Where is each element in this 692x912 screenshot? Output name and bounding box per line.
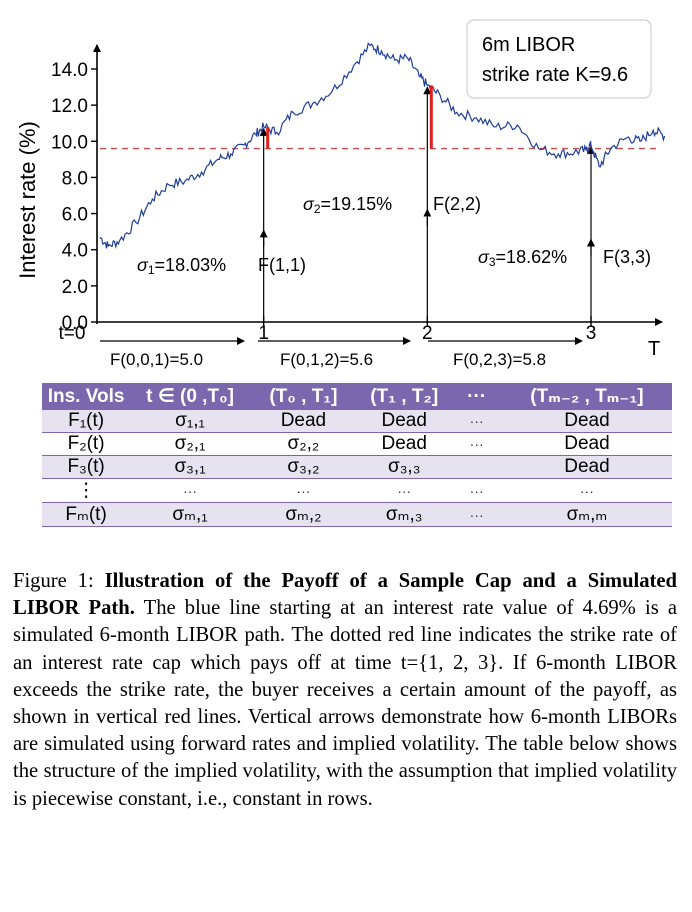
x-tick-label: 1: [258, 323, 269, 344]
y-tick-label: 12.0: [51, 96, 88, 117]
table-cell: σ₁,₁: [130, 409, 250, 433]
sigma-sub-1: 1: [148, 263, 155, 277]
vol-annotation-2: σ2=19.15% F(2,2): [303, 194, 481, 216]
sigma-value-1: =18.03%: [155, 255, 227, 275]
table-row: F₃(t) σ₃,₁ σ₃,₂ σ₃,₃ Dead: [42, 455, 672, 479]
x-tick-label: 2: [422, 323, 433, 344]
x-tick-label: t=0: [59, 323, 86, 344]
header-interval-1: (T₀ , T₁]: [249, 383, 357, 410]
figure-caption: Figure 1: Illustration of the Payoff of …: [13, 568, 677, 813]
header-ellipsis: ···: [451, 383, 502, 410]
vol-annotation-1: σ1=18.03% F(1,1): [137, 255, 306, 277]
forward-label-3: F(3,3): [603, 247, 651, 267]
legend-box: 6m LIBOR strike rate K=9.6: [466, 19, 652, 99]
libor-path: [99, 42, 666, 250]
libor-chart: Interest rate (%) T 0.0 2.0 4.0 6.0 8.0 10.0 1…: [15, 19, 666, 369]
forward-rate-label-1: F(0,0,1)=5.0: [110, 350, 203, 369]
table-cell: σ₃,₃: [356, 455, 452, 479]
table-cell: σₘ,₂: [249, 502, 357, 527]
table-cell: ···: [249, 478, 357, 503]
y-tick-label: 0.0: [62, 313, 88, 334]
svg-text:σ1=18.03%: σ1=18.03%: [137, 255, 226, 277]
table-cell: σ₂,₂: [249, 432, 357, 456]
y-tick-label: 4.0: [62, 241, 88, 262]
sigma-value-2: =19.15%: [321, 194, 393, 214]
table-cell: ···: [451, 502, 502, 527]
table-cell: Fₘ(t): [42, 502, 131, 527]
x-tick-label: 3: [586, 323, 597, 344]
legend-line-1: 6m LIBOR: [482, 34, 575, 56]
table-cell: Dead: [249, 409, 357, 433]
table-cell: ···: [451, 409, 502, 433]
y-tick-label: 14.0: [51, 60, 88, 81]
y-tick-label: 6.0: [62, 205, 88, 226]
caption-prefix: Figure 1:: [13, 570, 105, 592]
table-cell: σ₃,₂: [249, 455, 357, 479]
table-cell: Dead: [356, 432, 452, 456]
table-cell: Dead: [501, 432, 672, 456]
table-cell: σ₂,₁: [130, 432, 250, 456]
table-row: Fₘ(t) σₘ,₁ σₘ,₂ σₘ,₃ ··· σₘ,ₘ: [42, 502, 672, 527]
table-row: F₁(t) σ₁,₁ Dead Dead ··· Dead: [42, 409, 672, 433]
sigma-sub-2: 2: [314, 202, 321, 216]
table-cell: Dead: [356, 409, 452, 433]
table-cell: σₘ,₁: [130, 502, 250, 527]
table-cell: [451, 455, 502, 479]
table-cell: F₂(t): [42, 432, 131, 456]
table-cell: F₃(t): [42, 455, 131, 479]
table-row: ⋮ ··· ··· ··· ··· ···: [42, 478, 672, 503]
legend-line-2: strike rate K=9.6: [482, 64, 628, 86]
table-cell: σₘ,₃: [356, 502, 452, 527]
header-interval-2: (T₁ , T₂]: [356, 383, 452, 410]
table-cell: F₁(t): [42, 409, 131, 433]
vol-annotation-3: σ3=18.62% F(3,3): [478, 247, 651, 269]
table-cell: ···: [451, 478, 502, 503]
forward-rate-label-2: F(0,1,2)=5.6: [280, 350, 373, 369]
table-cell: ···: [451, 432, 502, 456]
y-tick-label: 10.0: [51, 132, 88, 153]
table-cell: ···: [356, 478, 452, 503]
header-interval-m: (Tₘ₋₂ , Tₘ₋₁]: [501, 383, 672, 410]
y-tick-label: 8.0: [62, 168, 88, 189]
header-ins-vols: Ins. Vols: [42, 383, 131, 410]
table-cell: Dead: [501, 409, 672, 433]
table-cell: ⋮: [42, 478, 131, 503]
sigma-value-3: =18.62%: [496, 247, 568, 267]
implied-volatility-table: Ins. Vols t ∈ (0 ,T₀] (T₀ , T₁] (T₁ , T₂…: [42, 383, 672, 527]
table-cell: σₘ,ₘ: [501, 502, 672, 527]
table-cell: Dead: [501, 455, 672, 479]
caption-title: Illustration of the Payoff of a Sample C…: [13, 570, 677, 620]
sigma-sub-3: 3: [489, 255, 496, 269]
header-interval-0: t ∈ (0 ,T₀]: [130, 383, 250, 410]
table-header-row: Ins. Vols t ∈ (0 ,T₀] (T₀ , T₁] (T₁ , T₂…: [42, 383, 672, 410]
forward-label-2: F(2,2): [433, 194, 481, 214]
y-axis-label: Interest rate (%): [15, 121, 40, 279]
x-axis-label: T: [648, 338, 660, 360]
caption-body: The blue line starting at an interest ra…: [13, 597, 677, 810]
table-cell: ···: [130, 478, 250, 503]
y-tick-label: 2.0: [62, 277, 88, 298]
table-cell: ···: [501, 478, 672, 503]
forward-label-1: F(1,1): [258, 255, 306, 275]
forward-rate-label-3: F(0,2,3)=5.8: [453, 350, 546, 369]
svg-text:σ3=18.62%: σ3=18.62%: [478, 247, 567, 269]
table-cell: σ₃,₁: [130, 455, 250, 479]
svg-text:σ2=19.15%: σ2=19.15%: [303, 194, 392, 216]
table-row: F₂(t) σ₂,₁ σ₂,₂ Dead ··· Dead: [42, 432, 672, 456]
